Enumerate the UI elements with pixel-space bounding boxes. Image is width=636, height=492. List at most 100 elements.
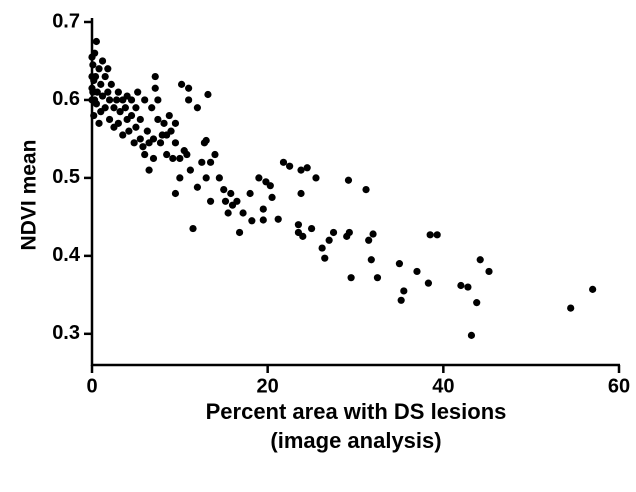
point [134,88,142,96]
point [413,267,421,276]
point [114,88,122,96]
point [362,186,370,194]
point [95,119,103,127]
point [110,123,118,131]
point [397,296,405,304]
point [318,244,326,252]
point [344,176,353,184]
point [297,166,305,174]
point [457,281,465,290]
point [395,260,404,268]
point [567,304,575,312]
point [145,166,153,174]
point [220,186,228,194]
point [248,217,256,225]
point [141,96,149,104]
point [224,209,232,217]
point [95,65,103,73]
point [139,143,147,151]
point [165,111,173,120]
point [163,150,171,159]
point [119,131,127,139]
x-tick-label: 20 [257,375,279,397]
x-tick-label: 60 [608,375,630,397]
x-tick-label: 40 [432,375,454,397]
point [433,231,441,239]
point [112,96,121,104]
point [347,274,355,282]
point [176,154,184,163]
point [211,150,219,159]
point [426,231,434,239]
point [476,256,484,264]
x-axis-label: (image analysis) [270,428,441,453]
point [177,80,186,88]
point [151,84,159,92]
point [186,166,194,174]
point [110,104,118,112]
point [202,174,210,182]
point [107,80,115,88]
point [279,158,288,166]
point [294,221,303,229]
point [286,162,294,170]
point [268,193,276,201]
point [204,90,212,99]
point [373,274,382,282]
point [149,154,158,163]
point [88,84,96,92]
point [185,96,193,104]
point [464,283,472,291]
point [104,65,112,73]
point [297,189,305,198]
point [259,205,267,213]
point [185,84,193,92]
point [485,267,493,276]
point [160,119,168,127]
point [92,37,100,46]
y-tick-label: 0.3 [52,322,80,344]
point [193,183,201,191]
point [239,209,247,217]
point [88,72,96,81]
y-tick-label: 0.6 [52,88,80,110]
point [246,189,254,198]
point [171,119,180,127]
point [169,154,177,163]
y-tick-label: 0.7 [52,10,80,32]
point [262,178,270,186]
point [116,108,124,116]
point [221,197,230,205]
point [180,147,188,155]
point [105,96,114,104]
point [193,104,201,112]
point [123,115,131,124]
point [141,150,149,159]
point [132,104,140,112]
point [98,57,107,65]
point [130,139,138,147]
point [367,256,375,264]
point [206,158,215,166]
point [105,115,114,124]
point [88,96,96,104]
point [227,189,235,198]
point [143,127,151,135]
point [98,92,107,100]
point [303,164,311,172]
point [307,224,316,233]
point [259,216,267,224]
y-tick-label: 0.5 [52,166,80,188]
point [198,158,206,166]
point [151,72,159,81]
point [154,115,162,124]
point [369,230,377,238]
x-tick-label: 0 [86,375,97,397]
point [154,96,162,104]
point [121,104,129,112]
point [176,174,184,182]
point [119,96,127,104]
point [365,236,373,244]
point [206,197,215,205]
